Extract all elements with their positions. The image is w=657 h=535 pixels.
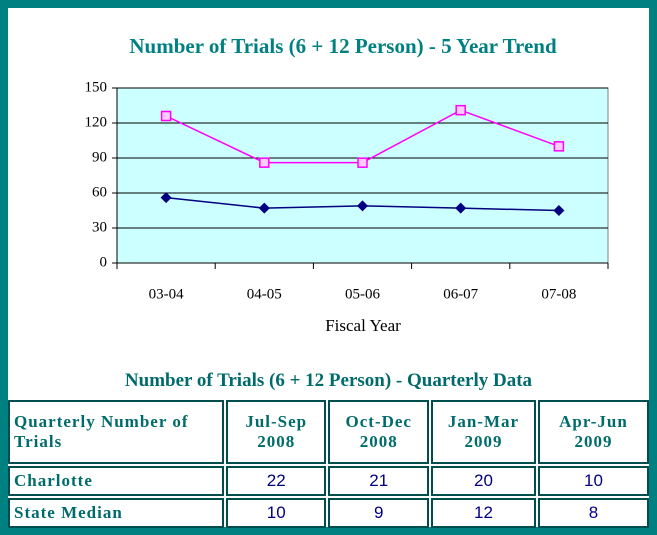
table-cell: Oct-Dec 2008 (328, 400, 430, 464)
table-cell: Apr-Jun 2009 (537, 400, 649, 464)
y-tick-label: 30 (92, 219, 107, 235)
x-tick-label: 07-08 (541, 286, 576, 302)
table-cell: 9 (328, 498, 430, 528)
marker (553, 205, 565, 216)
x-tick-label: 06-07 (443, 286, 478, 302)
y-tick-label: 120 (85, 114, 108, 130)
table-cell: 21 (328, 466, 430, 496)
table-cell: 10 (537, 466, 649, 496)
table-cell: 12 (431, 498, 536, 528)
table-row: Charlotte 22 21 20 10 (8, 466, 649, 496)
table-cell: 8 (537, 498, 649, 528)
plot-area (116, 87, 609, 264)
table-row: Quarterly Number of Trials Jul-Sep 2008 Oc… (8, 400, 649, 464)
data-table: Quarterly Number of Trials Jul-Sep 2008 Oc… (6, 398, 651, 530)
y-tick-label: 60 (92, 184, 107, 200)
chart-title: Number of Trials (6 + 12 Person) - 5 Yea… (129, 34, 557, 58)
marker (357, 200, 368, 212)
y-tick-label: 150 (85, 79, 108, 95)
table-cell: Jan-Mar 2009 (431, 400, 536, 464)
marker (259, 157, 270, 168)
marker (160, 110, 172, 122)
marker (357, 157, 368, 168)
y-tick-label: 90 (92, 149, 107, 165)
x-tick-label: 04-05 (247, 286, 282, 302)
table-cell: Jul-Sep 2008 (225, 400, 327, 464)
x-tick-label: 03-04 (149, 286, 184, 302)
marker (455, 104, 466, 116)
table-cell: Charlotte (8, 466, 224, 496)
x-axis-label: Fiscal Year (325, 316, 401, 335)
table-cell: 20 (431, 466, 536, 496)
table-cell: State Median (8, 498, 224, 528)
table-cell: 10 (225, 498, 327, 528)
marker (553, 141, 565, 152)
table-cell: Quarterly Number of Trials (8, 400, 224, 464)
marker (258, 202, 270, 214)
table-title: Number of Trials (6 + 12 Person) - Quart… (124, 370, 533, 391)
chart: Number of Trials (6 + 12 Person) - 5 Yea… (85, 34, 609, 335)
marker (160, 192, 172, 204)
table-cell: 22 (225, 466, 327, 496)
marker (455, 202, 467, 214)
table-row: State Median 10 9 12 8 (8, 498, 649, 528)
x-tick-label: 05-06 (345, 286, 380, 302)
y-tick-label: 0 (100, 254, 108, 270)
